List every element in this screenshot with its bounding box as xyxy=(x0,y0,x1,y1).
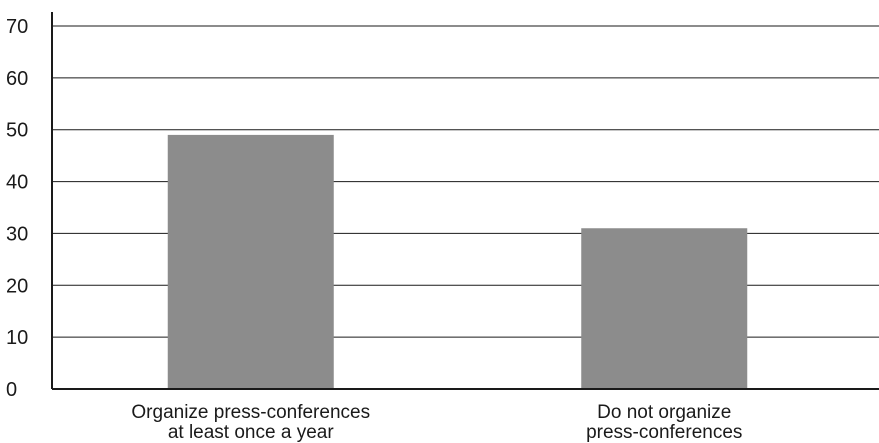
axes xyxy=(51,12,879,390)
y-tick-label: 10 xyxy=(6,327,28,349)
y-tick-label: 0 xyxy=(6,379,17,401)
x-category-label: Do not organize xyxy=(597,402,731,423)
bars xyxy=(167,134,748,389)
x-category-label: at least once a year xyxy=(168,422,334,443)
bar xyxy=(167,134,334,389)
y-tick-label: 40 xyxy=(6,172,28,194)
y-tick-label: 20 xyxy=(6,275,28,297)
y-tick-labels: 0 10 20 30 40 50 60 70 xyxy=(6,16,28,401)
x-category-label: press-conferences xyxy=(586,422,742,443)
y-tick-label: 60 xyxy=(6,68,28,90)
bar xyxy=(581,228,748,389)
y-tick-label: 50 xyxy=(6,120,28,142)
x-category-label: Organize press-conferences xyxy=(131,402,370,423)
y-tick-label: 30 xyxy=(6,223,28,245)
y-tick-label: 70 xyxy=(6,16,28,38)
